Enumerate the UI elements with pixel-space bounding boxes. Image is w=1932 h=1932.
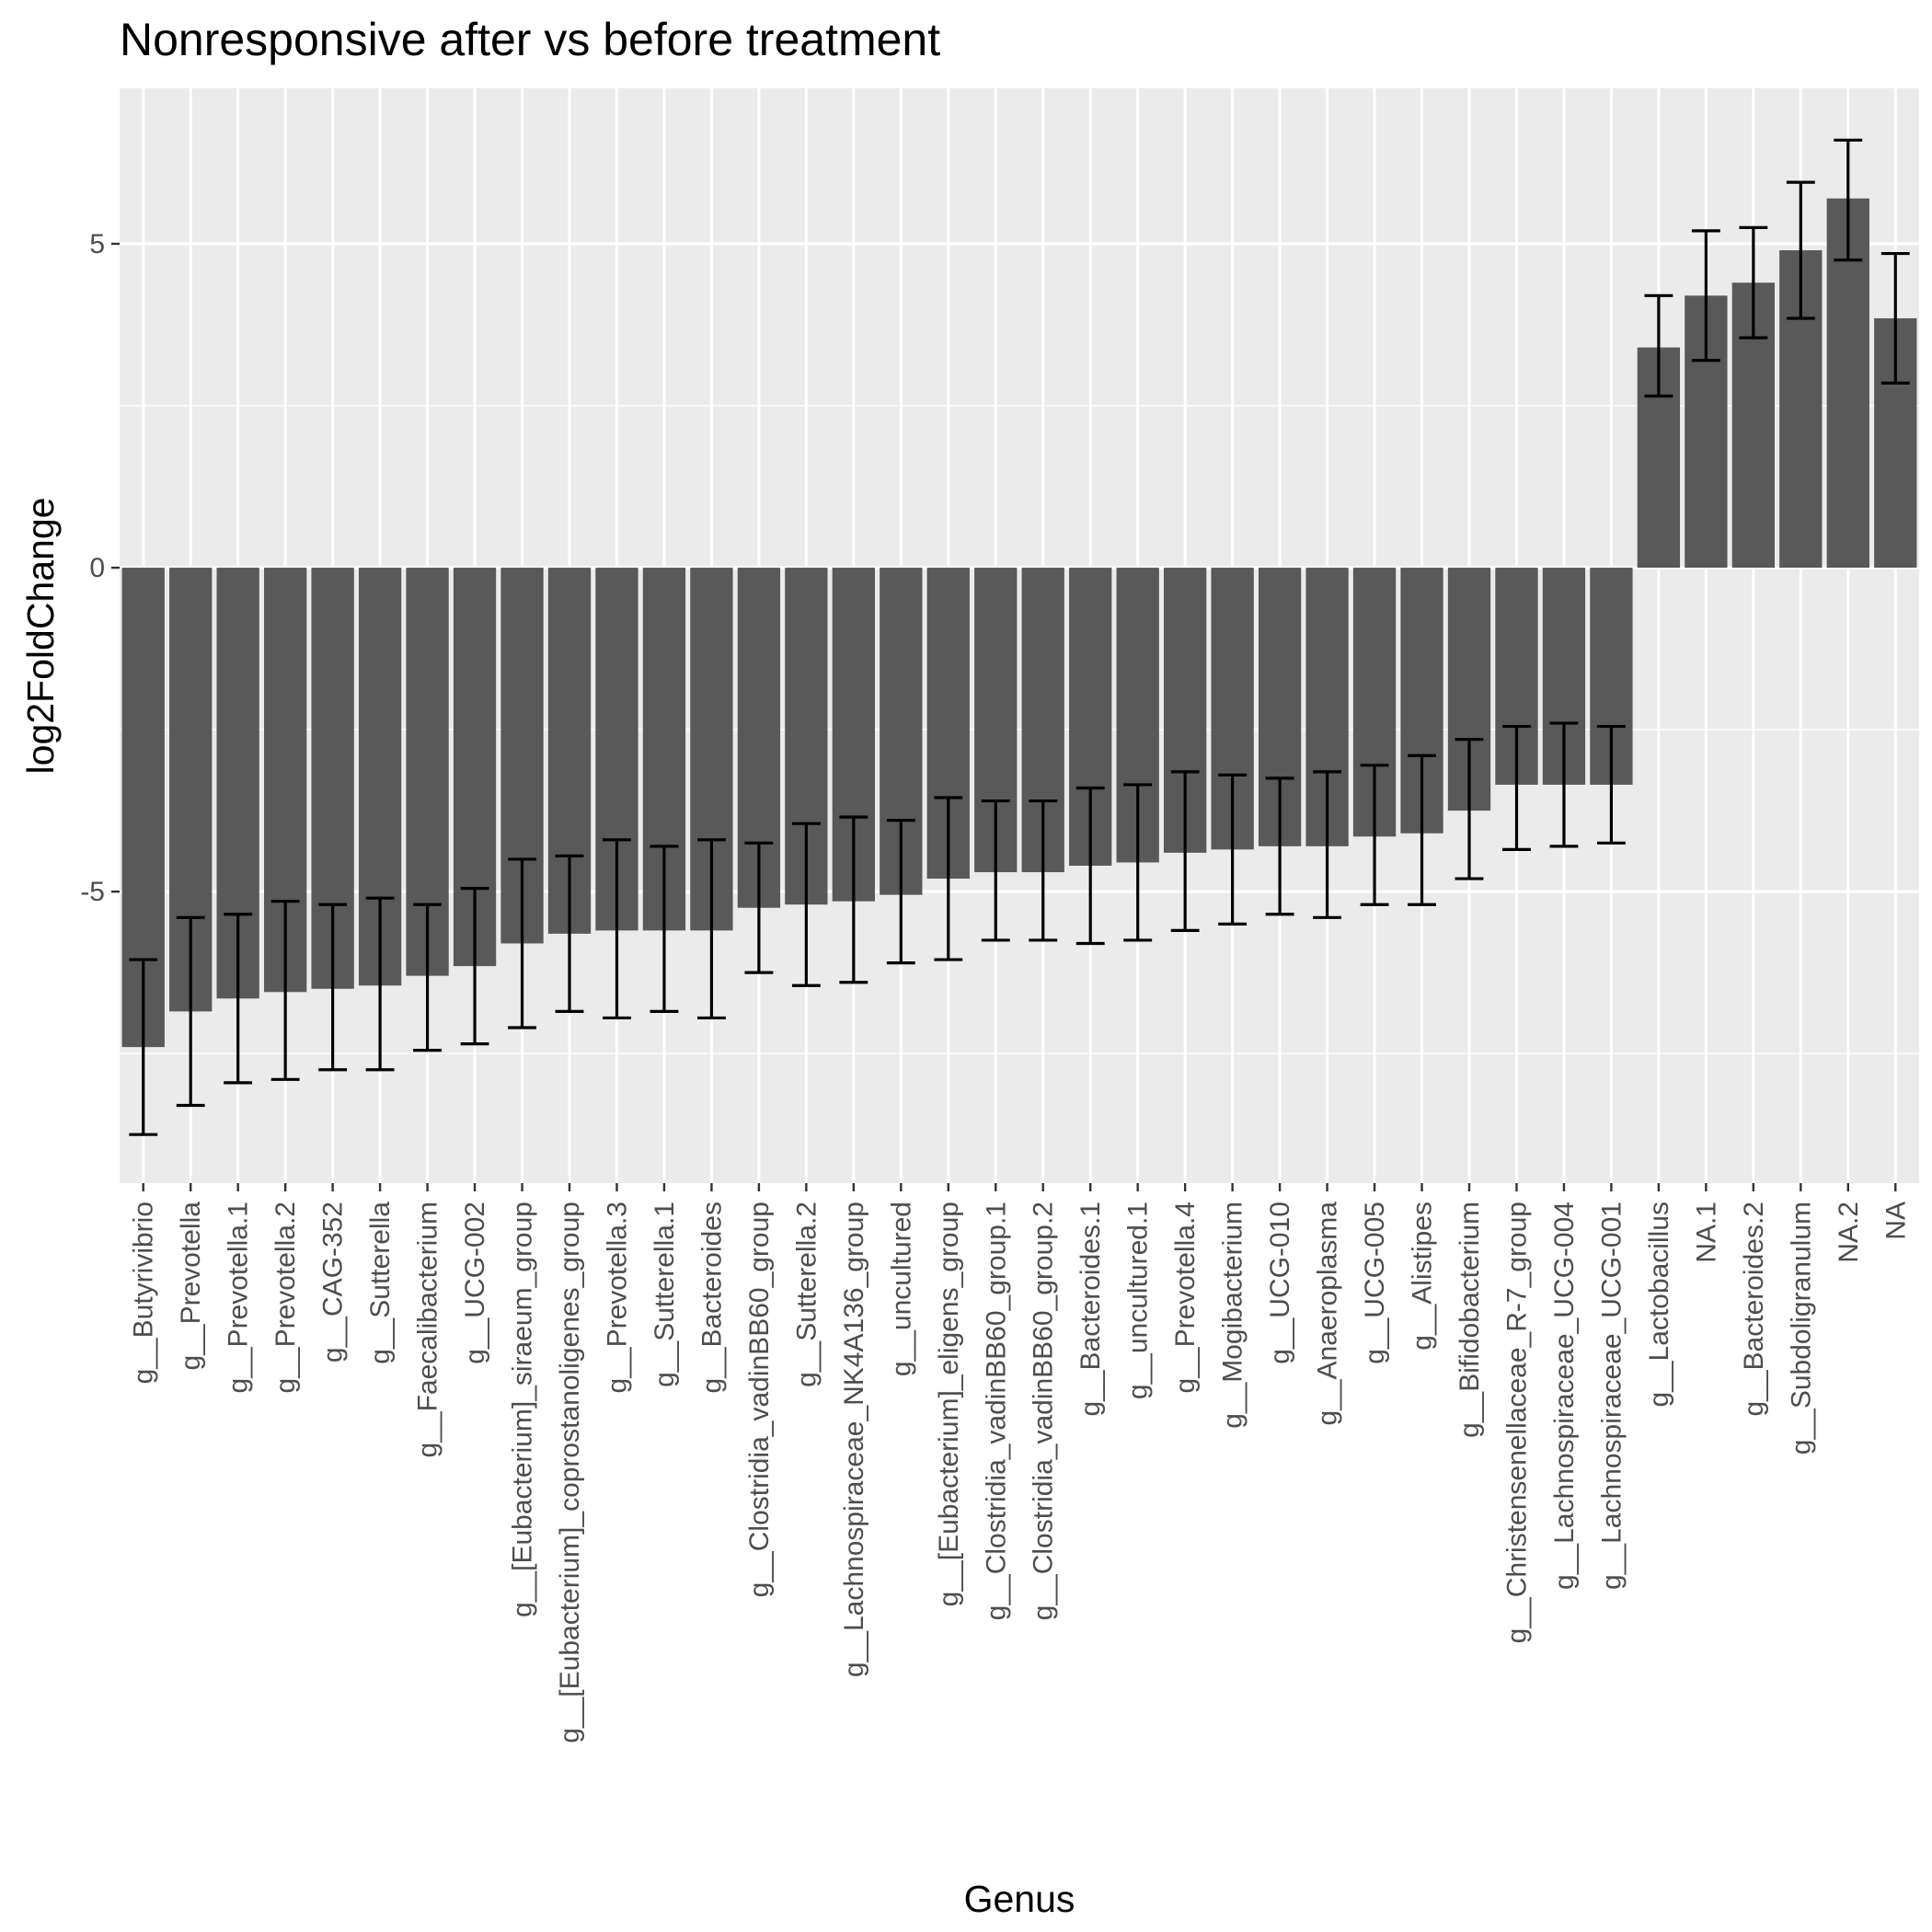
x-tick-label: NA.2 [1834, 1202, 1864, 1263]
x-tick-label: g__Bacteroides.2 [1739, 1202, 1769, 1417]
error-bar-7 [460, 887, 489, 1046]
error-bar-34 [1739, 225, 1768, 339]
x-tick-label: g__Sutterella.2 [791, 1202, 822, 1387]
x-tick-label: g__Clostridia_vadinBB60_group [744, 1202, 775, 1597]
x-tick-label: g__Lachnospiraceae_NK4A136_group [839, 1202, 869, 1677]
x-axis-title: Genus [964, 1878, 1075, 1920]
error-bar-3 [270, 900, 300, 1081]
error-bar-4 [318, 903, 348, 1072]
x-tick-label: g__Bacteroides.1 [1075, 1202, 1106, 1417]
x-tick-label: g__Bacteroides [696, 1202, 727, 1393]
x-tick-label: g__Clostridia_vadinBB60_group.2 [1029, 1202, 1059, 1620]
x-tick-label: g__Prevotella [176, 1202, 206, 1371]
error-bar-14 [791, 822, 821, 987]
error-bar-25 [1313, 770, 1342, 919]
x-tick-label: g__CAG-352 [318, 1202, 349, 1363]
error-bar-9 [555, 854, 584, 1014]
error-bar-35 [1786, 180, 1815, 320]
x-tick-label: g__Sutterella.1 [650, 1202, 680, 1387]
error-bar-11 [650, 845, 679, 1014]
x-tick-label: g__Subdoligranulum [1786, 1202, 1816, 1455]
x-tick-label: g__Prevotella.4 [1170, 1202, 1201, 1393]
error-bar-19 [1029, 799, 1058, 942]
chart-title: Nonresponsive after vs before treatment [120, 14, 940, 65]
x-tick-label: g__Lachnospiraceae_UCG-004 [1549, 1202, 1580, 1590]
y-tick-label: 5 [89, 229, 105, 259]
x-tick-label: g__Faecalibacterium [413, 1202, 443, 1457]
error-bar-31 [1596, 724, 1626, 845]
error-bar-6 [413, 903, 443, 1052]
x-tick-label: g__[Eubacterium]_eligens_group [934, 1202, 964, 1606]
error-bar-33 [1691, 229, 1720, 362]
x-tick-label: g__Bifidobacterium [1455, 1202, 1485, 1438]
error-bar-1 [176, 915, 205, 1108]
error-bar-28 [1455, 738, 1484, 880]
error-bar-36 [1834, 138, 1863, 262]
x-tick-label: g__UCG-002 [460, 1202, 490, 1364]
error-bar-21 [1123, 783, 1153, 942]
x-tick-label: g__[Eubacterium]_siraeum_group [508, 1202, 538, 1617]
x-tick-label: g__Butyrivibrio [129, 1202, 159, 1384]
error-bar-15 [839, 815, 868, 984]
x-tick-label: g__uncultured [886, 1202, 916, 1376]
error-bar-8 [508, 857, 536, 1029]
error-bar-26 [1360, 764, 1389, 906]
x-tick-label: g__Anaeroplasma [1313, 1202, 1343, 1426]
x-tick-label: g__Christensenellaceae_R-7_group [1501, 1202, 1532, 1643]
error-bar-17 [934, 796, 963, 961]
error-bar-23 [1218, 773, 1248, 926]
x-tick-label: g__Lachnospiraceae_UCG-001 [1596, 1202, 1627, 1590]
error-bars [129, 138, 1910, 1136]
error-bar-0 [129, 958, 158, 1136]
x-tick-label: g__Prevotella.2 [270, 1202, 301, 1393]
error-bar-22 [1170, 770, 1200, 932]
error-bar-24 [1265, 776, 1294, 916]
error-bar-27 [1408, 753, 1436, 906]
error-bar-10 [603, 838, 631, 1020]
x-tick-label: g__Mogibacterium [1218, 1202, 1248, 1429]
error-bar-29 [1502, 724, 1531, 851]
x-tick-label: g__uncultured.1 [1123, 1202, 1154, 1399]
x-tick-label: g__Alistipes [1408, 1202, 1438, 1351]
y-tick-label: -5 [80, 877, 105, 907]
error-bar-16 [886, 819, 915, 965]
error-bar-5 [365, 896, 395, 1072]
x-axis: g__Butyrivibrio g__Prevotella g__Prevotell… [129, 1183, 1911, 1743]
error-bar-37 [1880, 251, 1910, 385]
x-tick-label: g__Prevotella.1 [224, 1202, 254, 1393]
x-tick-label: g__Lactobacillus [1644, 1202, 1674, 1408]
y-tick-label: 0 [89, 553, 105, 583]
error-bar-30 [1549, 721, 1579, 848]
error-bar-2 [224, 913, 253, 1085]
x-tick-label: g__UCG-010 [1265, 1202, 1295, 1364]
x-tick-label: g__Prevotella.3 [602, 1202, 632, 1393]
x-tick-label: g__Clostridia_vadinBB60_group.1 [981, 1202, 1011, 1620]
error-bar-18 [981, 799, 1010, 942]
error-bar-32 [1644, 293, 1673, 398]
error-bar-20 [1075, 786, 1105, 946]
x-tick-label: g__Sutterella [365, 1202, 396, 1364]
bars [121, 198, 1917, 1048]
y-axis: -5 0 5 [80, 229, 120, 907]
x-tick-label: g__UCG-005 [1360, 1202, 1390, 1364]
x-tick-label: NA.1 [1691, 1202, 1721, 1263]
x-tick-label: g__[Eubacterium]_coprostanoligenes_group [555, 1202, 585, 1743]
error-bar-13 [744, 841, 774, 974]
error-bar-12 [696, 838, 726, 1020]
y-axis-title: log2FoldChange [19, 498, 62, 775]
x-tick-label: NA [1880, 1202, 1911, 1240]
